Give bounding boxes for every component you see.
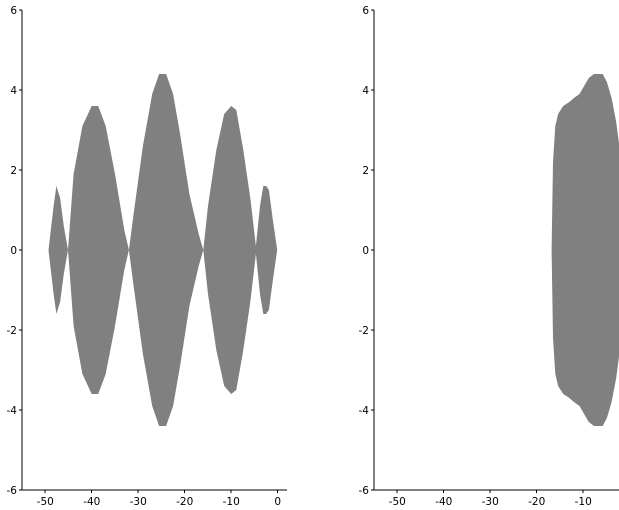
y-tick-label: 6 <box>10 5 17 17</box>
x-tick-label: -20 <box>528 496 545 508</box>
y-tick-label: -6 <box>359 485 370 497</box>
y-tick-label: 4 <box>362 85 369 97</box>
y-tick-label: 2 <box>362 165 369 177</box>
x-tick-label: -40 <box>435 496 452 508</box>
x-tick-label: -10 <box>575 496 592 508</box>
y-tick-label: 0 <box>10 245 17 257</box>
y-tick-label: 6 <box>362 5 369 17</box>
x-tick-label: 0 <box>274 496 281 508</box>
x-tick-label: -50 <box>389 496 406 508</box>
filled-region-series-0 <box>551 74 619 426</box>
y-tick-label: 0 <box>362 245 369 257</box>
x-tick-label: -30 <box>482 496 499 508</box>
y-tick-label: 2 <box>10 165 17 177</box>
y-tick-label: -2 <box>7 325 17 337</box>
x-tick-label: -30 <box>130 496 147 508</box>
x-tick-label: -40 <box>83 496 100 508</box>
filled-region-series-0 <box>48 74 278 426</box>
y-tick-label: -2 <box>359 325 369 337</box>
y-tick-label: -6 <box>7 485 18 497</box>
y-tick-label: -4 <box>7 405 18 417</box>
y-tick-label: 4 <box>10 85 17 97</box>
x-tick-label: -20 <box>176 496 193 508</box>
x-tick-label: -50 <box>37 496 54 508</box>
y-tick-label: -4 <box>359 405 370 417</box>
x-tick-label: -10 <box>223 496 240 508</box>
